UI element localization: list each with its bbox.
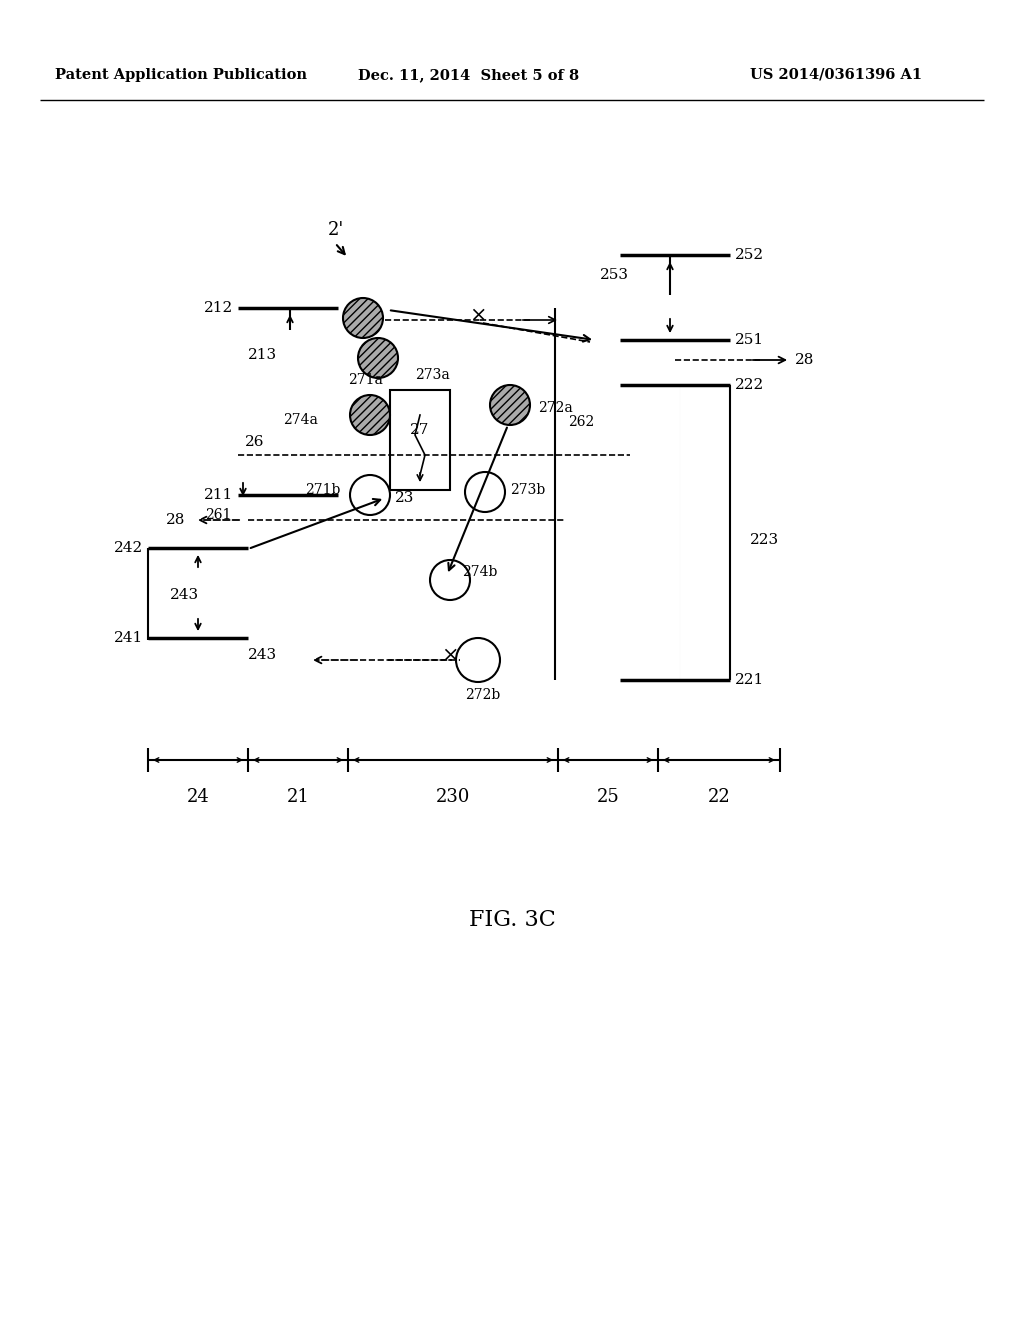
Text: US 2014/0361396 A1: US 2014/0361396 A1	[750, 69, 923, 82]
Text: 273a: 273a	[415, 368, 450, 381]
Text: 27: 27	[410, 422, 429, 437]
Bar	[390, 389, 450, 490]
Text: 212: 212	[204, 301, 233, 315]
Circle shape	[465, 473, 505, 512]
Text: 243: 243	[248, 648, 278, 663]
Text: ×: ×	[469, 305, 486, 325]
Circle shape	[430, 560, 470, 601]
Text: 252: 252	[735, 248, 764, 261]
Text: 261: 261	[205, 508, 231, 521]
Text: FIG. 3C: FIG. 3C	[469, 909, 555, 931]
Text: 24: 24	[186, 788, 209, 807]
Text: 28: 28	[166, 513, 185, 527]
Text: 230: 230	[436, 788, 470, 807]
Text: 23: 23	[395, 491, 415, 506]
Text: 213: 213	[248, 348, 278, 362]
Text: 223: 223	[750, 533, 779, 546]
Text: 222: 222	[735, 378, 764, 392]
Text: Patent Application Publication: Patent Application Publication	[55, 69, 307, 82]
Text: 25: 25	[597, 788, 620, 807]
Text: 272b: 272b	[465, 688, 501, 702]
Text: 26: 26	[245, 436, 264, 449]
Text: 28: 28	[795, 352, 814, 367]
Text: 242: 242	[114, 541, 143, 554]
Text: 241: 241	[114, 631, 143, 645]
Text: 271b: 271b	[305, 483, 340, 498]
Text: 271a: 271a	[348, 374, 383, 387]
Text: 273b: 273b	[510, 483, 545, 498]
Text: 253: 253	[600, 268, 629, 282]
Text: 243: 243	[170, 587, 199, 602]
Circle shape	[350, 475, 390, 515]
Circle shape	[456, 638, 500, 682]
Circle shape	[358, 338, 398, 378]
Text: 274b: 274b	[462, 565, 498, 579]
Text: 2': 2'	[328, 220, 344, 239]
Text: 22: 22	[708, 788, 730, 807]
Text: 211: 211	[204, 488, 233, 502]
Text: ×: ×	[441, 645, 459, 664]
Text: 274a: 274a	[283, 413, 318, 426]
Circle shape	[490, 385, 530, 425]
Text: 272a: 272a	[538, 401, 572, 414]
Text: Dec. 11, 2014  Sheet 5 of 8: Dec. 11, 2014 Sheet 5 of 8	[358, 69, 580, 82]
Text: 262: 262	[568, 414, 594, 429]
Circle shape	[343, 298, 383, 338]
Text: 251: 251	[735, 333, 764, 347]
Text: 21: 21	[287, 788, 309, 807]
Text: 221: 221	[735, 673, 764, 686]
Circle shape	[350, 395, 390, 436]
